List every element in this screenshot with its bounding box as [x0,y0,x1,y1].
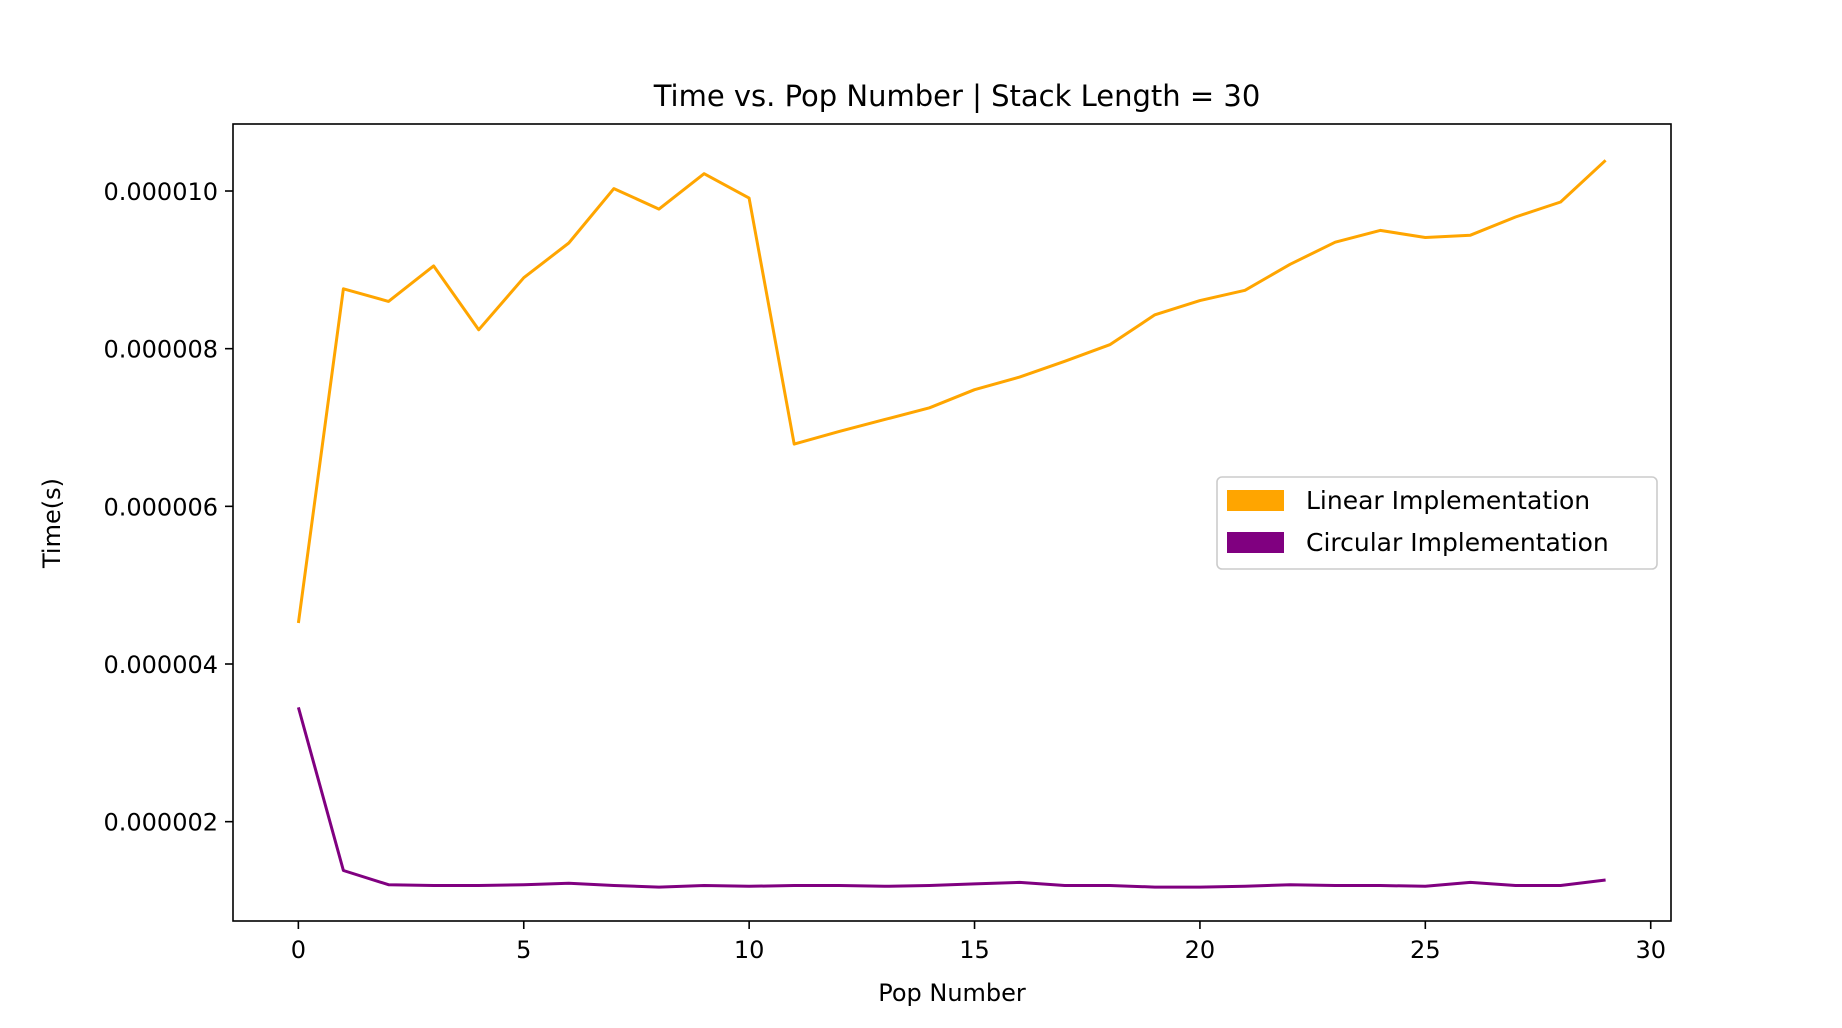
x-tick-label: 0 [291,936,306,964]
legend: Linear Implementation Circular Implement… [1216,476,1658,570]
x-axis: 0 5 10 15 20 25 30 [291,921,1666,964]
x-tick-label: 15 [959,936,990,964]
y-tick-label: 0.000004 [103,651,218,679]
legend-label-linear: Linear Implementation [1306,486,1590,515]
legend-swatch-circular [1227,532,1284,553]
x-tick-label: 10 [734,936,765,964]
y-axis-label: Time(s) [38,478,66,569]
y-tick-label: 0.000010 [103,178,218,206]
legend-box [1216,476,1658,570]
plot-area [296,159,1607,889]
x-tick-label: 25 [1410,936,1441,964]
legend-entry-linear: Linear Implementation [1227,486,1590,515]
y-axis: 0.000002 0.000004 0.000006 0.000008 0.000010 [103,178,233,837]
x-tick-label: 5 [516,936,531,964]
y-tick-label: 0.000006 [103,493,218,521]
legend-label-circular: Circular Implementation [1306,528,1609,557]
x-tick-label: 30 [1635,936,1666,964]
chart-title: Time vs. Pop Number | Stack Length = 30 [653,79,1261,113]
legend-swatch-linear [1227,490,1284,511]
series-line-linear [296,159,1607,624]
plot-frame [232,123,1672,922]
series-line-circular [296,707,1606,889]
y-tick-label: 0.000008 [103,336,218,364]
x-axis-label: Pop Number [878,979,1026,1007]
x-tick-label: 20 [1185,936,1216,964]
y-tick-label: 0.000002 [103,809,218,837]
legend-entry-circular: Circular Implementation [1227,528,1609,557]
